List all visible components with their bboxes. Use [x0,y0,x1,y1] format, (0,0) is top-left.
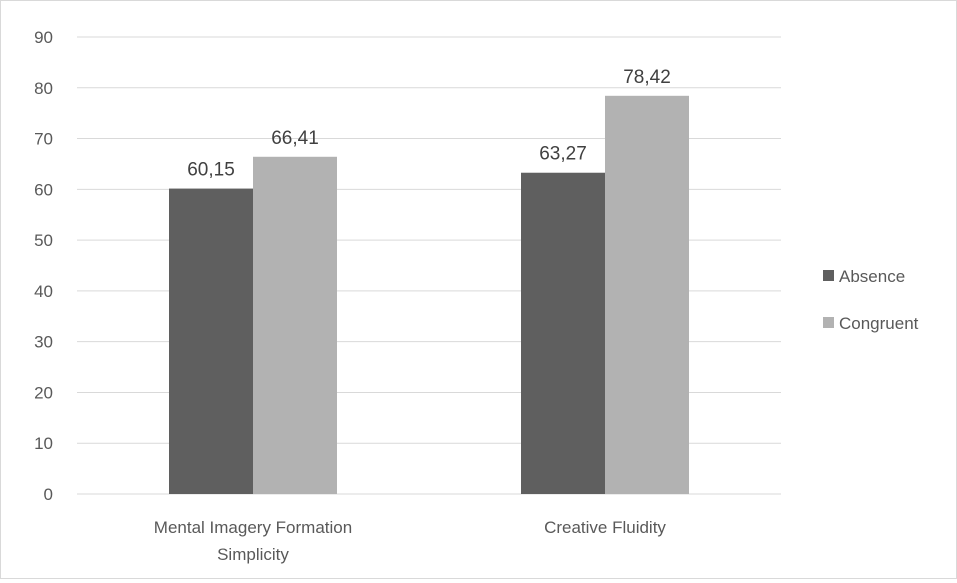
x-category-label: Creative Fluidity [544,518,666,537]
y-tick-label: 50 [34,231,53,250]
bars [169,95,689,495]
data-label: 78,42 [623,67,671,88]
data-labels: 60,15 63,27 66,41 78,42 [187,67,671,181]
legend-swatch-absence [823,270,834,281]
data-label: 66,41 [271,128,319,149]
y-tick-label: 30 [34,333,53,352]
y-tick-label: 70 [34,130,53,149]
y-axis-tick-labels: 0 10 20 30 40 50 60 70 80 90 [34,28,53,504]
data-label: 60,15 [187,160,235,181]
bar-absence-2 [521,172,605,494]
bar-congruent-2 [605,95,689,495]
data-label: 63,27 [539,144,587,165]
y-tick-label: 90 [34,28,53,47]
legend-label-congruent: Congruent [839,314,919,333]
y-tick-label: 10 [34,434,53,453]
y-tick-label: 20 [34,383,53,402]
y-tick-label: 80 [34,79,53,98]
x-axis-category-labels: Mental Imagery Formation Simplicity Creati… [154,518,667,564]
legend-swatch-congruent [823,317,834,328]
y-tick-label: 60 [34,180,53,199]
y-tick-label: 0 [44,485,53,504]
legend-label-absence: Absence [839,267,905,286]
legend: Absence Congruent [823,267,919,333]
x-category-label: Mental Imagery Formation [154,518,352,537]
x-category-label: Simplicity [217,545,289,564]
bar-congruent-1 [253,156,337,494]
y-tick-label: 40 [34,282,53,301]
bar-absence-1 [169,188,253,495]
